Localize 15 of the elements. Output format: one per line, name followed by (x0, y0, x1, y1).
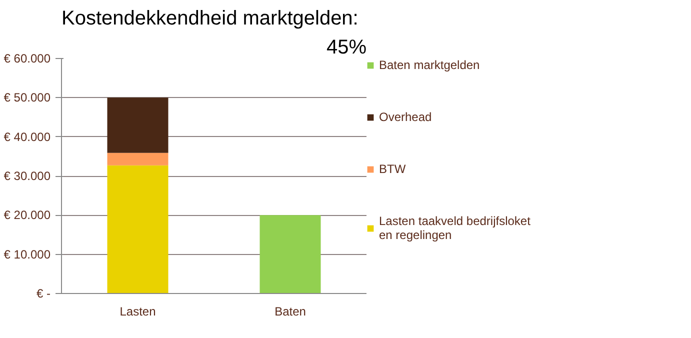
y-tick-label: € 30.000 (4, 169, 51, 183)
legend-label: Overhead (379, 110, 432, 124)
y-tick-label: € 40.000 (4, 130, 51, 144)
y-tick-label: € 60.000 (4, 52, 51, 66)
legend-label: BTW (379, 162, 406, 176)
legend-label: Baten marktgelden (379, 58, 480, 72)
y-tick-label: € 20.000 (4, 208, 51, 222)
x-tick-label: Baten (274, 304, 306, 318)
annotation: 45% (326, 36, 367, 58)
chart-title: Kostendekkendheid marktgelden: (62, 8, 358, 30)
y-tick-label: € 50.000 (4, 90, 51, 105)
y-tick-label: € - (36, 286, 51, 300)
x-tick-label: Lasten (120, 304, 156, 318)
y-tick-label: € 10.000 (4, 247, 51, 262)
legend-label: Lasten taakveld bedrijfsloket en regelingen (379, 214, 530, 242)
